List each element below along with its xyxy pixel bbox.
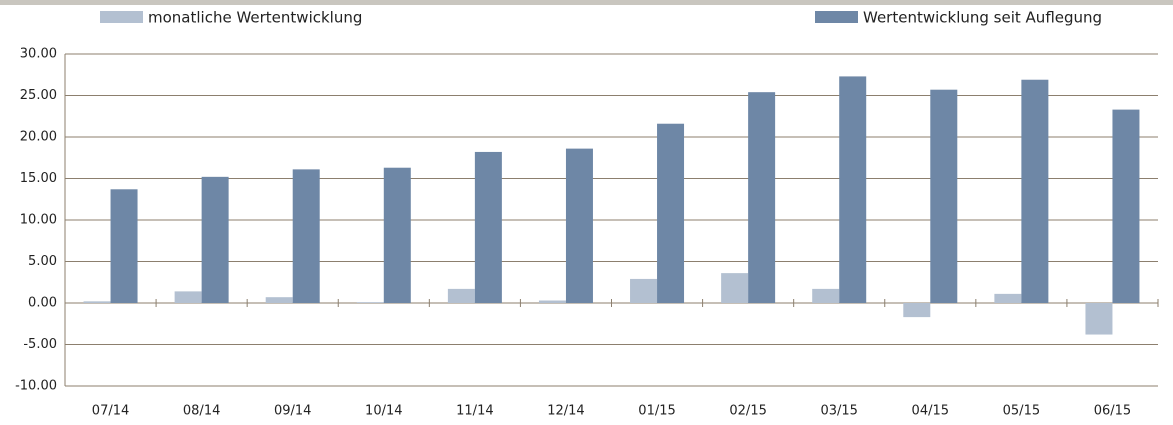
- bar: [994, 293, 1022, 303]
- y-tick-label: 20.00: [20, 130, 57, 145]
- x-tick-label: 08/14: [183, 404, 220, 419]
- y-tick-label: -5.00: [23, 337, 57, 352]
- x-tick-label: 02/15: [729, 404, 766, 419]
- x-tick-label: 05/15: [1003, 404, 1040, 419]
- bar: [1085, 303, 1113, 335]
- y-tick-label: 15.00: [20, 171, 57, 186]
- bar: [1112, 109, 1140, 303]
- x-tick-label: 07/14: [92, 404, 129, 419]
- y-tick-label: 30.00: [20, 47, 57, 62]
- legend-swatch: [100, 11, 143, 23]
- bar: [292, 169, 320, 303]
- bar: [812, 288, 840, 303]
- x-tick-label: 10/14: [365, 404, 402, 419]
- bar: [265, 297, 293, 303]
- bar: [903, 303, 931, 318]
- bar: [657, 123, 685, 303]
- bar: [839, 76, 867, 303]
- y-tick-label: -10.00: [15, 379, 57, 394]
- x-tick-label: 11/14: [456, 404, 493, 419]
- bar: [930, 89, 958, 303]
- bar: [201, 176, 229, 303]
- bar: [538, 300, 566, 303]
- x-tick-label: 09/14: [274, 404, 311, 419]
- bar: [110, 189, 138, 303]
- bar: [447, 288, 475, 303]
- bar: [630, 278, 658, 303]
- legend-swatch: [815, 11, 858, 23]
- bar: [83, 301, 111, 303]
- x-tick-label: 12/14: [547, 404, 584, 419]
- bar: [721, 273, 749, 303]
- x-tick-label: 03/15: [820, 404, 857, 419]
- bar: [174, 291, 202, 303]
- x-tick-label: 06/15: [1094, 404, 1131, 419]
- legend-label: monatliche Wertentwicklung: [148, 9, 362, 27]
- bar: [748, 92, 776, 304]
- bar: [1021, 79, 1049, 303]
- y-tick-label: 5.00: [28, 254, 57, 269]
- x-tick-label: 01/15: [638, 404, 675, 419]
- y-tick-label: 25.00: [20, 88, 57, 103]
- legend-label: Wertentwicklung seit Auflegung: [863, 9, 1102, 27]
- bar: [383, 167, 411, 303]
- bar: [356, 302, 384, 303]
- header-strip: [0, 0, 1173, 5]
- y-tick-label: 10.00: [20, 213, 57, 228]
- bar: [565, 148, 593, 303]
- x-tick-label: 04/15: [912, 404, 949, 419]
- bar: [474, 151, 502, 303]
- y-tick-label: 0.00: [28, 296, 57, 311]
